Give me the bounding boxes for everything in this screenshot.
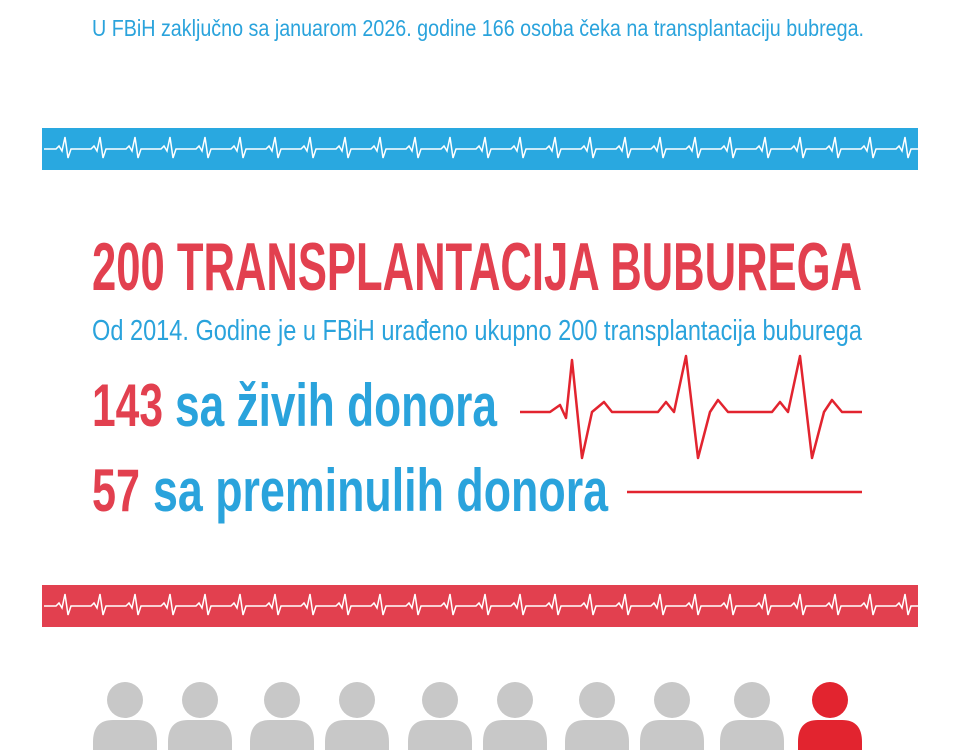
band-ecg	[44, 593, 919, 616]
stat-number: 57	[92, 457, 140, 524]
person-body	[565, 720, 629, 750]
band-ecg	[44, 136, 919, 159]
stat-text: sa preminulih donora	[153, 457, 608, 524]
person-body	[720, 720, 784, 750]
person-body	[250, 720, 314, 750]
headline: 200 TRANSPLANTACIJA BUBUREGA	[92, 229, 862, 305]
person-head	[497, 682, 533, 718]
stat-number: 143	[92, 372, 163, 439]
person-head	[579, 682, 615, 718]
person-body	[798, 720, 862, 750]
people-icons	[93, 682, 862, 750]
person-body	[325, 720, 389, 750]
person-body	[408, 720, 472, 750]
person-body	[93, 720, 157, 750]
intro-text: U FBiH zaključno sa januarom 2026. godin…	[92, 15, 864, 41]
subtitle: Od 2014. Godine je u FBiH urađeno ukupno…	[92, 315, 863, 347]
person-body	[168, 720, 232, 750]
person-body	[483, 720, 547, 750]
person-head	[812, 682, 848, 718]
person-head	[107, 682, 143, 718]
stat-text: sa živih donora	[175, 372, 497, 439]
person-head	[264, 682, 300, 718]
person-head	[339, 682, 375, 718]
person-head	[734, 682, 770, 718]
person-head	[654, 682, 690, 718]
person-head	[182, 682, 218, 718]
person-head	[422, 682, 458, 718]
person-body	[640, 720, 704, 750]
heartbeat-line	[520, 354, 862, 460]
